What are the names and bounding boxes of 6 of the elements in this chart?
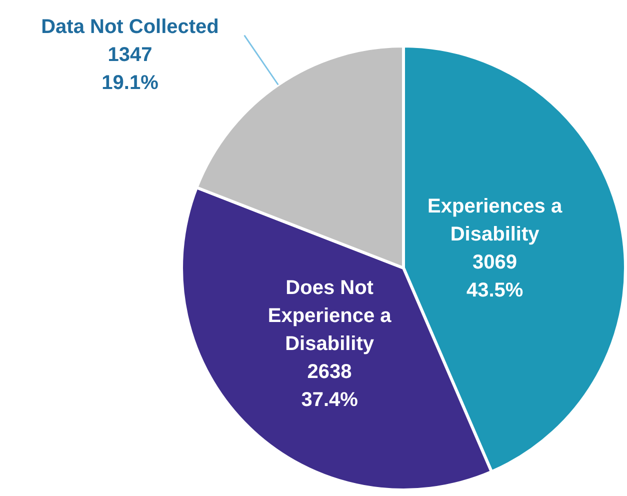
data-label: 1347 19.1% [102, 44, 159, 94]
slice-label: Data Not Collected [41, 16, 219, 38]
data-label: 3069 43.5% [466, 252, 524, 302]
slice-label: Experiences a Disability [428, 196, 563, 246]
data-label: 2638 37.4% [301, 361, 358, 412]
slice-label: Does Not Experience a Disability [268, 277, 392, 356]
